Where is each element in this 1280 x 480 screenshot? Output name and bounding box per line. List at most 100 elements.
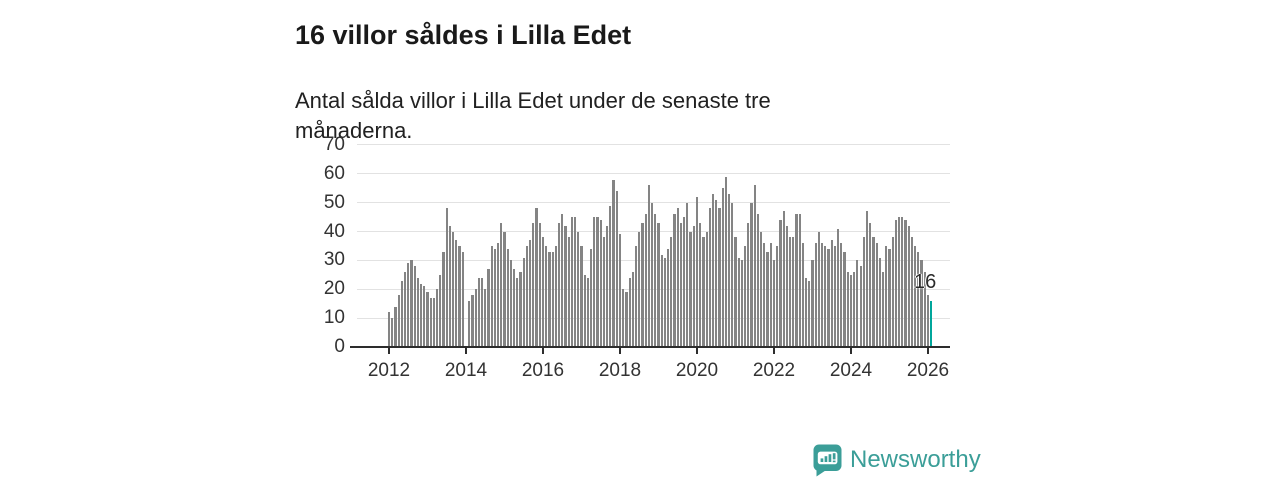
bar <box>519 271 522 347</box>
x-axis-line <box>350 346 950 348</box>
bar <box>814 243 817 347</box>
bar <box>679 222 683 347</box>
y-tick-label: 20 <box>323 278 345 300</box>
gridline <box>357 202 950 204</box>
bar <box>654 214 657 347</box>
bar <box>853 271 856 347</box>
bar <box>760 231 763 347</box>
brand-footer: Newsworthy <box>812 443 981 477</box>
bar <box>423 286 426 347</box>
chart-title: 16 villor såldes i Lilla Edet <box>295 20 632 51</box>
bar <box>516 277 519 347</box>
bar <box>493 248 496 347</box>
bar <box>830 240 833 347</box>
bar <box>804 277 808 347</box>
x-tick-label: 2022 <box>752 360 796 381</box>
y-tick-label: 30 <box>323 249 345 271</box>
bar <box>490 245 493 347</box>
bar <box>496 243 500 347</box>
x-axis-tick <box>541 348 544 354</box>
bar <box>798 214 801 347</box>
brand-name: Newsworthy <box>850 446 981 473</box>
bar <box>522 257 525 347</box>
bar <box>782 211 785 347</box>
bar <box>468 300 471 347</box>
bar <box>724 176 727 347</box>
highlighted-bar <box>930 300 933 347</box>
bar <box>824 245 827 347</box>
bar <box>702 237 705 347</box>
bar <box>602 237 606 347</box>
bar <box>670 237 673 347</box>
x-axis-tick <box>618 348 621 354</box>
bar <box>580 245 583 347</box>
bar <box>500 222 503 347</box>
bar <box>439 274 442 347</box>
bar <box>731 202 734 347</box>
bar <box>618 234 622 347</box>
bar <box>529 240 532 347</box>
bar <box>801 243 804 347</box>
bar <box>554 245 557 347</box>
bar <box>612 179 615 347</box>
bar <box>753 185 756 347</box>
bar <box>647 185 650 347</box>
x-tick-label: 2020 <box>675 360 719 381</box>
bar <box>673 214 676 347</box>
bar <box>747 222 750 347</box>
bar <box>718 208 721 347</box>
bar <box>821 243 824 347</box>
bar <box>885 245 888 347</box>
bar <box>817 231 820 347</box>
bar <box>660 254 663 347</box>
bar <box>869 222 872 347</box>
bar <box>410 260 413 347</box>
logo-mini-bars <box>820 453 836 463</box>
bar <box>480 277 484 347</box>
bar <box>631 271 634 347</box>
bar <box>436 289 439 347</box>
bar <box>419 283 423 347</box>
bar <box>548 251 551 347</box>
bar <box>862 237 865 347</box>
bar <box>416 277 419 347</box>
bar <box>625 292 628 347</box>
bar <box>849 274 853 347</box>
bar <box>590 248 593 347</box>
bar <box>452 231 455 347</box>
bar <box>606 225 609 347</box>
bar <box>901 217 904 347</box>
bar <box>570 217 573 347</box>
bar <box>535 208 538 347</box>
bar <box>708 208 711 347</box>
bar <box>904 220 907 347</box>
bar <box>455 240 458 347</box>
bar <box>878 257 881 347</box>
bar <box>622 289 625 347</box>
bar <box>865 211 869 347</box>
bar <box>532 222 535 347</box>
bar <box>699 222 702 347</box>
bar <box>641 222 644 347</box>
y-tick-label: 60 <box>323 162 345 184</box>
x-axis-tick <box>849 348 852 354</box>
bar <box>634 245 638 347</box>
bar <box>910 237 914 347</box>
bar <box>734 237 737 347</box>
gridline <box>357 144 950 146</box>
bar <box>846 271 849 347</box>
bar <box>564 225 567 347</box>
bar <box>448 225 452 347</box>
x-axis-tick <box>464 348 467 354</box>
bar <box>769 243 772 347</box>
bar <box>545 245 548 347</box>
y-tick-label: 50 <box>323 191 345 213</box>
bar <box>583 274 586 347</box>
bar <box>772 260 776 347</box>
x-axis-tick <box>388 348 390 354</box>
bar <box>898 217 901 347</box>
bar <box>413 266 416 347</box>
x-tick-label: 2018 <box>598 360 642 381</box>
bar <box>387 312 391 347</box>
